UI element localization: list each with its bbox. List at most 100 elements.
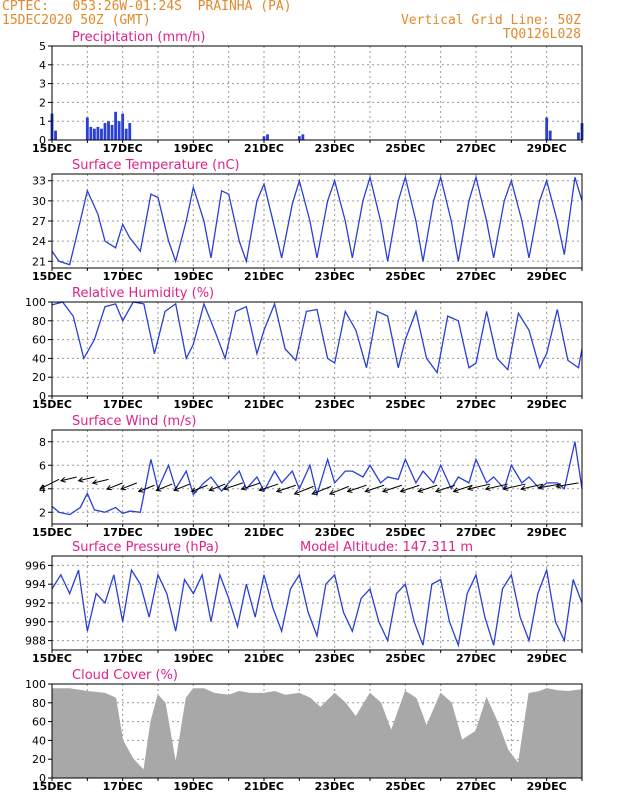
x-tick-label: 27DEC xyxy=(456,270,496,283)
y-tick-label: 8 xyxy=(39,436,46,449)
wind-arrow xyxy=(347,484,367,492)
wind-arrow-head xyxy=(434,487,441,493)
x-tick-label: 25DEC xyxy=(385,652,425,665)
panel-frame xyxy=(51,429,583,525)
panel-2: 21 24 27 30 33 15DEC 17DEC 19DEC 21DEC 23DEC 25DEC… xyxy=(32,158,583,283)
x-tick-label: 27DEC xyxy=(456,142,496,155)
wind-arrow-head xyxy=(467,485,474,491)
run-date: 15DEC2020 50Z (GMT) xyxy=(2,13,151,28)
wind-arrow xyxy=(538,483,561,489)
y-tick-label: 4 xyxy=(39,59,46,72)
x-tick-label: 17DEC xyxy=(103,142,143,155)
panel-5: 988 990 992 994 996 15DEC 17DEC 19DEC 21DEC 23DEC… xyxy=(25,540,583,665)
panel-title: Relative Humidity (%) xyxy=(72,286,214,301)
x-tick-label: 25DEC xyxy=(385,780,425,793)
panel-6: 0 20 40 60 80 100 15DEC 17DEC 19DEC 21DEC 23DEC 25D… xyxy=(25,668,583,793)
x-tick-label: 29DEC xyxy=(527,142,567,155)
x-tick-label: 19DEC xyxy=(173,526,213,539)
x-tick-label: 23DEC xyxy=(315,270,355,283)
x-tick-label: 17DEC xyxy=(103,270,143,283)
x-tick-label: 29DEC xyxy=(527,780,567,793)
y-tick-label: 27 xyxy=(32,215,46,228)
y-tick-label: 80 xyxy=(32,697,46,710)
panel-title: Surface Wind (m/s) xyxy=(72,414,196,429)
wind-arrow xyxy=(400,484,420,492)
precip-bar xyxy=(100,128,103,140)
panel-frame xyxy=(51,301,583,397)
precip-bar xyxy=(96,126,100,140)
wind-arrow xyxy=(382,484,402,492)
x-tick-label: 25DEC xyxy=(385,398,425,411)
wind-arrow-head xyxy=(222,485,229,491)
wind-arrow-head xyxy=(137,487,144,493)
y-tick-label: 33 xyxy=(32,175,46,188)
wind-arrow-head xyxy=(346,487,353,493)
precip-bar xyxy=(114,111,118,140)
x-tick-label: 21DEC xyxy=(244,142,284,155)
wind-arrow-head xyxy=(258,486,265,492)
precip-bar xyxy=(121,113,125,140)
x-tick-label: 15DEC xyxy=(32,270,72,283)
panel-title: Surface Pressure (hPa) xyxy=(72,540,219,555)
wind-arrow xyxy=(276,484,296,492)
x-tick-label: 21DEC xyxy=(244,652,284,665)
precip-bar xyxy=(85,117,89,140)
cloud-area xyxy=(51,688,583,779)
y-tick-label: 3 xyxy=(39,78,46,91)
x-tick-label: 21DEC xyxy=(244,780,284,793)
y-tick-label: 996 xyxy=(25,559,46,572)
wind-arrow xyxy=(485,483,508,490)
wind-arrow-head xyxy=(293,489,300,496)
x-tick-label: 23DEC xyxy=(315,652,355,665)
y-tick-label: 40 xyxy=(32,734,46,747)
wind-arrow xyxy=(156,483,173,491)
wind-arrow-head xyxy=(417,487,424,493)
y-tick-label: 992 xyxy=(25,597,46,610)
x-tick-label: 23DEC xyxy=(315,142,355,155)
wind-arrow xyxy=(259,483,279,491)
wind-arrow-head xyxy=(555,483,562,489)
x-tick-label: 29DEC xyxy=(527,526,567,539)
x-tick-label: 27DEC xyxy=(456,526,496,539)
panel-title: Precipitation (mm/h) xyxy=(72,30,205,45)
station-header: CPTEC: 053:26W-01:24S PRAINHA (PA) xyxy=(2,0,292,14)
wind-arrow xyxy=(467,483,491,490)
y-tick-label: 20 xyxy=(32,753,46,766)
x-tick-label: 25DEC xyxy=(385,526,425,539)
wind-arrow-head xyxy=(364,487,371,493)
wind-arrow xyxy=(241,482,261,490)
precip-bar xyxy=(110,124,114,140)
y-tick-label: 6 xyxy=(39,459,46,472)
series-line xyxy=(51,301,583,375)
x-tick-label: 17DEC xyxy=(103,398,143,411)
precip-bar xyxy=(548,130,552,140)
precip-bar xyxy=(266,134,269,140)
x-tick-label: 21DEC xyxy=(244,398,284,411)
x-tick-label: 25DEC xyxy=(385,142,425,155)
precip-bar xyxy=(103,123,107,140)
y-tick-label: 0 xyxy=(39,772,46,785)
wind-arrow xyxy=(138,484,155,492)
wind-arrow-head xyxy=(155,486,162,492)
wind-arrow-head xyxy=(120,485,127,491)
precip-bar xyxy=(128,123,132,140)
wind-arrow xyxy=(173,483,190,491)
wind-arrow-head xyxy=(173,486,180,492)
y-tick-label: 0 xyxy=(39,134,46,147)
precip-bar xyxy=(117,121,121,140)
wind-arrow-head xyxy=(59,477,66,483)
y-tick-label: 1 xyxy=(39,115,46,128)
wind-arrow-head xyxy=(537,484,544,490)
x-tick-label: 23DEC xyxy=(315,780,355,793)
y-tick-label: 4 xyxy=(39,483,46,496)
wind-arrow-head xyxy=(275,487,282,493)
panel-1: 0 1 2 3 4 5 15DEC 17DEC 19DEC 21DEC 23DEC 25DEC 27DE… xyxy=(32,30,584,155)
y-tick-label: 994 xyxy=(25,578,46,591)
wind-arrow xyxy=(435,484,455,492)
wind-arrow-head xyxy=(452,487,459,493)
wind-arrow xyxy=(453,484,473,492)
x-tick-label: 19DEC xyxy=(173,270,213,283)
x-tick-label: 29DEC xyxy=(527,398,567,411)
y-tick-label: 100 xyxy=(25,296,46,309)
